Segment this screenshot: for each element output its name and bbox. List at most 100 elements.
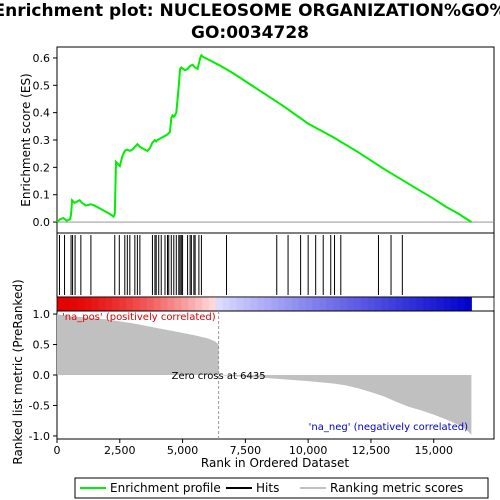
color-bar-segment [388, 297, 396, 311]
color-bar-segment [402, 297, 410, 311]
color-bar-segment [229, 297, 238, 311]
color-bar-segment [188, 297, 196, 311]
color-bar-segment [77, 297, 86, 311]
color-bar-segment [333, 297, 341, 311]
color-bar-segment [367, 297, 376, 311]
legend-label-enrichment: Enrichment profile [110, 481, 221, 495]
color-bar-segment [436, 297, 445, 311]
x-tick-label: 0 [54, 444, 61, 457]
es-y-tick-label: 0.4 [33, 107, 51, 120]
metric-y-axis: 1.0 0.5 0.0 -0.5 -1.0 [29, 308, 57, 443]
color-bar-segment [222, 297, 231, 311]
color-bar-segment [160, 297, 169, 311]
color-bar-segment [84, 297, 93, 311]
color-bar-segment [319, 297, 327, 311]
color-bar-segment [353, 297, 362, 311]
x-tick-label: 12,500 [352, 444, 391, 457]
rank-color-bar [56, 296, 495, 312]
color-bar-segment [126, 297, 134, 311]
color-bar-segment [243, 297, 251, 311]
hits-marks [59, 235, 403, 295]
color-bar-segment [457, 297, 465, 311]
color-bar-segment [298, 297, 307, 311]
color-bar-segment [132, 297, 141, 311]
color-bar-segment [139, 297, 148, 311]
color-bar-segment [202, 297, 210, 311]
color-bar-segment [464, 297, 472, 311]
color-bar-segment [450, 297, 459, 311]
color-bar-segment [250, 297, 258, 311]
metric-y-axis-label: Ranked list metric (PreRanked) [11, 279, 25, 464]
color-bar-segment [284, 297, 293, 311]
color-bar-segment [374, 297, 383, 311]
es-y-axis: 0.0 0.1 0.2 0.3 0.4 0.5 0.6 [33, 52, 494, 229]
color-bar-segment [146, 297, 155, 311]
color-bar-segment [271, 297, 279, 311]
color-bar-segment [215, 297, 224, 311]
color-bar-segment [57, 297, 65, 311]
es-y-axis-label: Enrichment score (ES) [19, 73, 33, 206]
es-panel-frame [56, 46, 495, 234]
es-y-tick-label: 0.2 [33, 161, 51, 174]
metric-y-tick-label: -0.5 [29, 399, 50, 412]
color-bar-segment [381, 297, 390, 311]
color-bar-segment [195, 297, 203, 311]
ranking-metric-area [57, 314, 472, 435]
color-bar-segment [98, 297, 106, 311]
color-bar-segment [70, 297, 79, 311]
zero-cross-label: Zero cross at 6435 [172, 371, 266, 382]
metric-y-tick-label: 0.0 [33, 369, 51, 382]
color-bar-segment [291, 297, 300, 311]
color-bar-segment [278, 297, 286, 311]
legend-label-hits: Hits [256, 481, 279, 495]
x-tick-label: 15,000 [414, 444, 453, 457]
color-bar-segment [347, 297, 355, 311]
metric-y-tick-label: 1.0 [33, 308, 51, 321]
color-bar-segment [257, 297, 265, 311]
color-bar-segment [340, 297, 348, 311]
color-bar-segment [63, 297, 72, 311]
color-bar-segment [429, 297, 438, 311]
color-bar-segment [105, 297, 113, 311]
color-bar-segment [153, 297, 162, 311]
pos-correlated-label: 'na_pos' (positively correlated) [62, 312, 216, 323]
metric-y-tick-label: 0.5 [33, 339, 51, 352]
x-tick-label: 2,500 [104, 444, 136, 457]
es-y-tick-label: 0.6 [33, 52, 51, 65]
color-bar-segment [208, 297, 217, 311]
metric-y-tick-label: -1.0 [29, 430, 50, 443]
legend-label-metric: Ranking metric scores [330, 481, 463, 495]
color-bar-segment [305, 297, 314, 311]
color-bar-segment [112, 297, 120, 311]
color-bar-segment [423, 297, 431, 311]
es-y-tick-label: 0.3 [33, 134, 51, 147]
x-tick-label: 7,500 [230, 444, 262, 457]
color-bar-segment [167, 297, 175, 311]
color-bar-segment [443, 297, 452, 311]
color-bar-segment [91, 297, 99, 311]
color-bar-segment [395, 297, 403, 311]
color-bar-segment [236, 297, 244, 311]
color-bar-segment [326, 297, 334, 311]
x-tick-label: 5,000 [167, 444, 199, 457]
legend-box [74, 477, 489, 499]
es-y-tick-label: 0.1 [33, 189, 51, 202]
color-bar-segment [416, 297, 424, 311]
x-tick-label: 10,000 [289, 444, 328, 457]
color-bar-segment [174, 297, 182, 311]
x-axis-label: Rank in Ordered Dataset [201, 456, 349, 470]
chart-title-line1: Enrichment plot: NUCLEOSOME ORGANIZATION… [0, 1, 500, 21]
hits-panel-frame [56, 232, 495, 298]
color-bar-segment [409, 297, 417, 311]
color-bar-segment [312, 297, 320, 311]
chart-title-line2: GO:0034728 [191, 23, 309, 43]
x-axis: 0 2,500 5,000 7,500 10,000 12,500 15,000 [54, 439, 453, 457]
enrichment-profile-line [56, 53, 472, 223]
color-bar-segment [119, 297, 127, 311]
color-bar-segment [181, 297, 189, 311]
neg-correlated-label: 'na_neg' (negatively correlated) [309, 422, 468, 433]
color-bar-segment [264, 297, 272, 311]
es-y-tick-label: 0.5 [33, 79, 51, 92]
es-y-tick-label: 0.0 [33, 216, 51, 229]
